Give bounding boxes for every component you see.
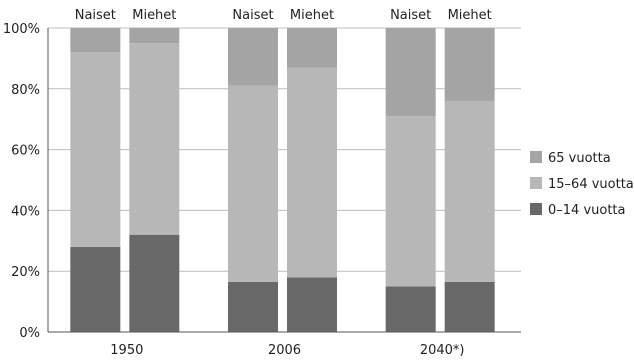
bar-segment (385, 286, 436, 332)
y-tick-label: 100% (3, 22, 40, 37)
legend-label: 65 vuotta (548, 151, 611, 166)
bar-segment (129, 234, 180, 332)
bar-segment (287, 67, 337, 278)
bar-segment (287, 28, 337, 68)
legend-swatch (530, 151, 542, 163)
bar-segment (385, 28, 436, 117)
legend-label: 15–64 vuotta (548, 177, 634, 192)
category-label: 2006 (268, 343, 301, 358)
bar-label: Miehet (448, 8, 492, 23)
category-labels: 1950 2006 2040*) (110, 343, 464, 358)
legend: 65 vuotta 15–64 vuotta 0–14 vuotta (530, 151, 634, 218)
bar-segment (70, 246, 121, 332)
bar-segment (129, 43, 180, 235)
bar-segment (444, 281, 495, 332)
y-tick-label: 0% (19, 326, 40, 341)
bar-segment (129, 28, 180, 44)
bar-label: Naiset (232, 8, 273, 23)
bar-segment (228, 28, 278, 86)
bar-segment (444, 100, 495, 282)
bar-label: Naiset (390, 8, 431, 23)
legend-swatch (530, 203, 542, 215)
bar-segment (228, 281, 278, 332)
y-tick-label: 60% (11, 144, 40, 159)
bar-segment (444, 28, 495, 101)
legend-label: 0–14 vuotta (548, 203, 626, 218)
y-tick-label: 80% (11, 83, 40, 98)
y-tick-label: 40% (11, 204, 40, 219)
bar-label: Miehet (290, 8, 334, 23)
bar-label: Miehet (132, 8, 176, 23)
y-tick-label: 20% (11, 265, 40, 280)
bar-labels: Naiset Miehet Naiset Miehet Naiset Miehet (75, 8, 492, 23)
bar-label: Naiset (75, 8, 116, 23)
category-label: 2040*) (420, 343, 465, 358)
bar-segment (228, 85, 278, 282)
bar-segment (70, 28, 121, 53)
axes (47, 28, 521, 333)
y-tick-labels: 0% 20% 40% 60% 80% 100% (3, 22, 40, 341)
bar-segment (70, 52, 121, 247)
legend-swatch (530, 177, 542, 189)
category-label: 1950 (110, 343, 143, 358)
bar-segment (287, 277, 337, 332)
bars (70, 28, 495, 332)
bar-segment (385, 116, 436, 287)
grid (48, 27, 521, 272)
